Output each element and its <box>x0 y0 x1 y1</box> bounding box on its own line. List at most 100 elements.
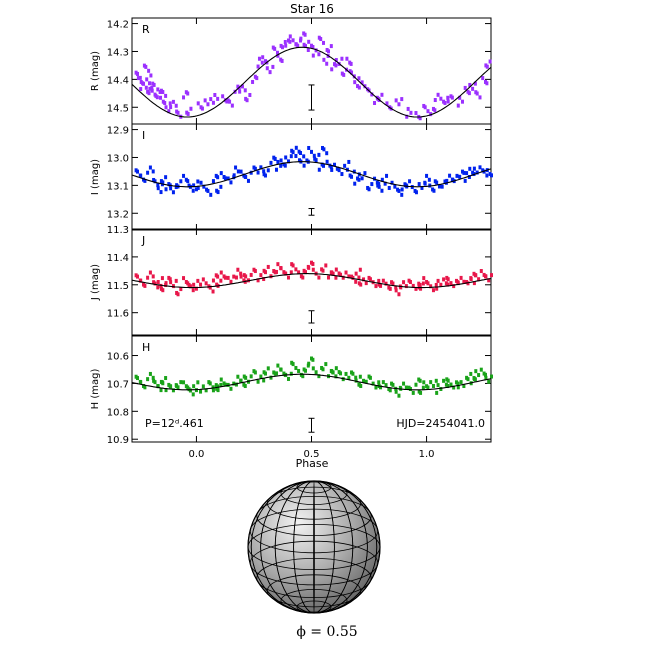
data-point <box>167 109 171 114</box>
data-point <box>294 145 298 150</box>
data-point <box>239 378 243 383</box>
data-point <box>148 81 152 86</box>
data-point <box>179 380 183 385</box>
data-point <box>437 184 441 189</box>
data-point <box>467 175 471 179</box>
data-point <box>485 173 489 178</box>
panel-H: 10.6 10.7 10.8 10.9 H (mag) H 0.0 0.5 1.0 <box>90 335 493 460</box>
data-point <box>256 278 260 283</box>
data-point <box>138 75 142 80</box>
data-point <box>259 165 263 170</box>
data-point <box>156 186 160 191</box>
data-point <box>307 145 311 150</box>
data-point <box>263 173 267 178</box>
data-point <box>439 282 443 287</box>
y-tick-label: 11.5 <box>107 281 129 292</box>
data-point <box>435 390 439 395</box>
x-axis-label: Phase <box>296 457 329 470</box>
data-point <box>330 167 334 172</box>
data-point <box>400 192 404 197</box>
data-point <box>469 371 473 376</box>
data-point <box>146 377 150 382</box>
data-point <box>440 184 444 189</box>
data-point <box>402 381 406 386</box>
data-point <box>176 110 180 115</box>
data-point <box>484 274 488 279</box>
data-point <box>391 382 395 387</box>
data-point <box>296 43 300 48</box>
data-point <box>334 374 338 379</box>
data-point <box>436 383 440 388</box>
data-point <box>329 44 333 49</box>
data-point <box>232 274 236 279</box>
data-point <box>429 284 433 289</box>
data-point <box>322 57 326 62</box>
data-point <box>381 278 385 283</box>
data-point <box>390 180 394 185</box>
data-point <box>245 98 249 103</box>
data-point <box>387 185 391 190</box>
data-point <box>144 85 148 90</box>
data-point <box>458 174 462 179</box>
data-point <box>279 163 283 168</box>
data-point <box>399 285 403 290</box>
data-point <box>477 373 481 378</box>
data-point <box>164 175 168 180</box>
data-point <box>161 288 165 293</box>
data-point <box>364 379 368 384</box>
data-point <box>139 278 143 283</box>
data-point <box>256 379 260 384</box>
data-point <box>262 169 266 174</box>
data-point <box>284 43 288 48</box>
data-point <box>284 155 288 160</box>
data-point <box>340 56 344 61</box>
data-point <box>406 106 410 111</box>
data-point <box>354 271 358 276</box>
data-point <box>472 376 476 381</box>
y-tick-label: 10.7 <box>107 379 129 390</box>
data-point <box>196 380 200 385</box>
data-point <box>385 173 389 178</box>
data-point <box>311 267 315 272</box>
data-point <box>484 375 488 380</box>
data-point <box>488 59 492 64</box>
data-point <box>483 372 487 377</box>
data-point <box>146 170 150 175</box>
data-point <box>456 381 460 386</box>
y-tick-label: 10.9 <box>107 435 129 446</box>
y-axis-label: I (mag) <box>90 159 101 195</box>
data-point <box>397 188 401 193</box>
data-point <box>191 392 195 397</box>
data-point <box>353 181 357 186</box>
data-point <box>156 280 160 284</box>
data-point <box>474 273 478 278</box>
y-tick-label: 12.9 <box>107 126 129 137</box>
data-point <box>274 167 278 172</box>
panel-J: 11.3 11.4 11.5 11.6 J (mag) J <box>90 225 493 336</box>
data-point <box>234 165 238 170</box>
data-point <box>436 92 440 97</box>
data-point <box>391 281 395 286</box>
data-point <box>273 46 277 51</box>
data-point <box>472 166 476 171</box>
data-point <box>420 185 424 190</box>
data-point <box>344 270 348 275</box>
data-point <box>260 60 264 65</box>
data-point <box>351 371 355 376</box>
data-point <box>325 151 329 156</box>
data-point <box>266 366 270 371</box>
data-point <box>432 188 436 193</box>
data-point <box>455 173 459 178</box>
data-point <box>311 261 315 266</box>
data-point <box>446 277 450 282</box>
data-point <box>211 289 215 294</box>
data-point <box>322 147 326 152</box>
data-point <box>179 287 183 292</box>
data-point <box>317 374 321 379</box>
data-point <box>148 371 152 376</box>
data-point <box>327 49 331 54</box>
data-point <box>479 269 483 274</box>
data-point <box>333 162 337 167</box>
data-point <box>353 80 357 85</box>
data-point <box>289 270 293 275</box>
